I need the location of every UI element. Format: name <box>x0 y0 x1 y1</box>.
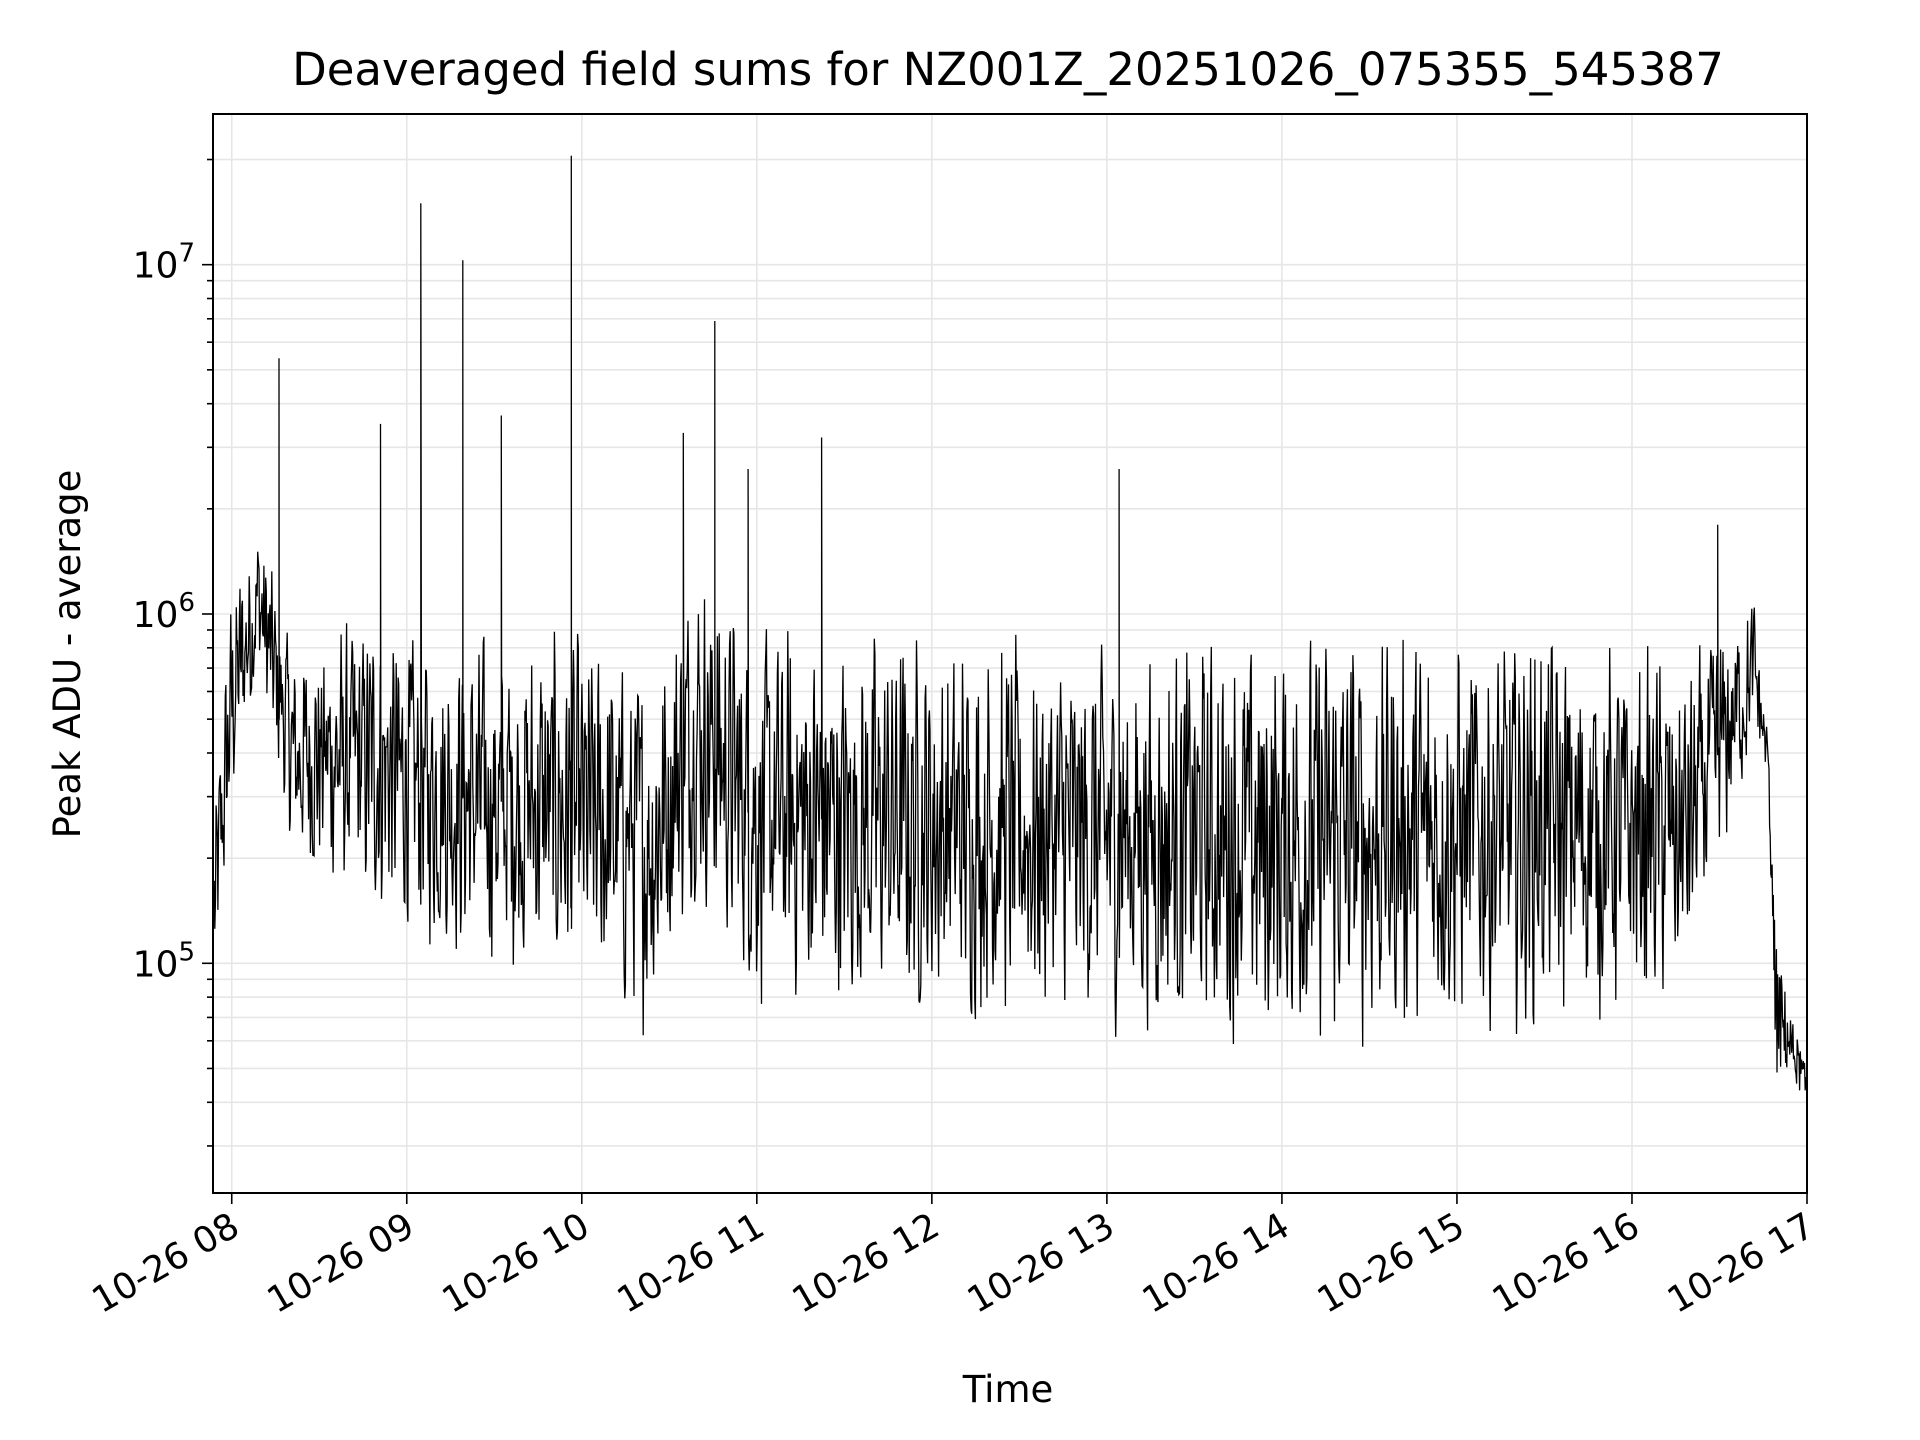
y-axis: 105 106 107 <box>133 158 213 1147</box>
x-axis-label: Time <box>962 1368 1054 1411</box>
y-tick-label: 106 <box>133 588 195 636</box>
plot-frame <box>212 113 1808 1194</box>
series-line <box>213 155 1808 1093</box>
y-axis-label: Peak ADU - average <box>46 470 89 839</box>
chart-title: Deaveraged field sums for NZ001Z_2025102… <box>292 43 1724 96</box>
series-layer <box>213 155 1808 1093</box>
y-tick-label: 107 <box>133 239 195 287</box>
y-tick-label: 105 <box>133 937 195 985</box>
